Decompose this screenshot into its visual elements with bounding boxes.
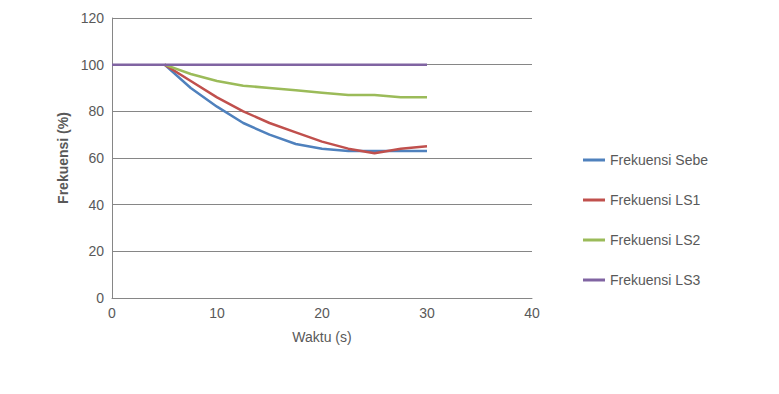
svg-text:Frekuensi (%): Frekuensi (%)	[55, 112, 71, 204]
svg-text:Frekuensi LS2: Frekuensi LS2	[610, 232, 700, 248]
svg-text:100: 100	[81, 57, 105, 73]
svg-text:0: 0	[108, 305, 116, 321]
svg-text:20: 20	[88, 243, 104, 259]
svg-text:40: 40	[524, 305, 540, 321]
svg-text:30: 30	[419, 305, 435, 321]
svg-text:60: 60	[88, 150, 104, 166]
svg-text:Frekuensi LS1: Frekuensi LS1	[610, 192, 700, 208]
svg-text:0: 0	[96, 290, 104, 306]
svg-text:10: 10	[209, 305, 225, 321]
svg-text:20: 20	[314, 305, 330, 321]
svg-text:40: 40	[88, 197, 104, 213]
svg-text:120: 120	[81, 10, 105, 26]
svg-text:Waktu (s): Waktu (s)	[292, 329, 351, 345]
svg-text:80: 80	[88, 103, 104, 119]
svg-text:Frekuensi Sebe: Frekuensi Sebe	[610, 152, 708, 168]
svg-text:Frekuensi LS3: Frekuensi LS3	[610, 272, 700, 288]
